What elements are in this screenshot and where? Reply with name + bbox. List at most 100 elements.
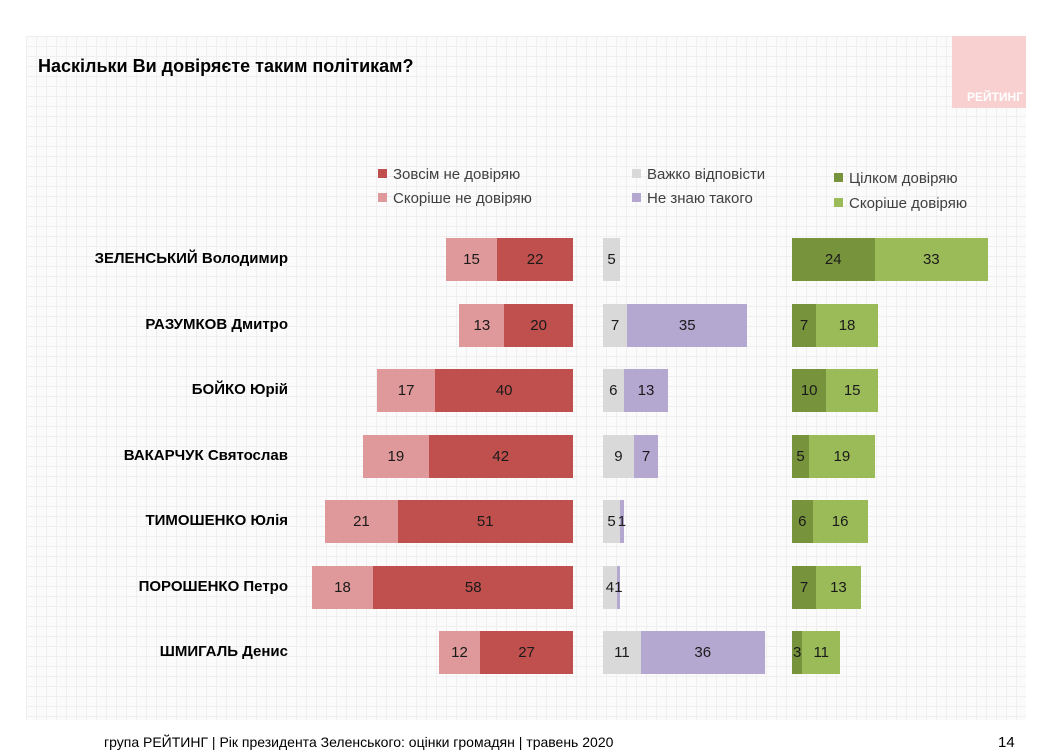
bar-fully: 7 [792, 565, 817, 609]
bar-dont-know: 1 [614, 565, 623, 609]
politician-label: ЗЕЛЕНСЬКИЙ Володимир [94, 250, 288, 267]
bar-value-label: 15 [463, 251, 480, 268]
politician-label: ПОРОШЕНКО Петро [138, 577, 288, 595]
bar-rather: 33 [874, 238, 989, 281]
bar-value-label: 22 [526, 251, 544, 268]
bar-value-label: 7 [610, 316, 620, 334]
legend-label: Важко відповісти [647, 166, 766, 183]
bar-dont-know: 35 [627, 303, 748, 347]
bar-not-at-all: 22 [497, 238, 573, 281]
bar-hard-to-say: 9 [603, 434, 634, 478]
bar-value-label: 5 [607, 251, 616, 268]
bar-value-label: 24 [824, 251, 842, 268]
bar-rather: 11 [802, 631, 841, 674]
bar-fully: 24 [792, 238, 875, 281]
bar-value-label: 15 [843, 382, 861, 399]
bar-value-label: 36 [694, 644, 712, 661]
bar-hard-to-say: 6 [603, 369, 624, 412]
bar-value-label: 5 [796, 447, 805, 465]
page-number: 14 [998, 734, 1015, 751]
rating-logo: РЕЙТИНГ [952, 36, 1026, 108]
politician-label: РАЗУМКОВ Дмитро [145, 315, 288, 333]
bar-rather-not: 13 [459, 303, 505, 347]
bar-not-at-all: 51 [397, 500, 573, 543]
bar-value-label: 51 [476, 513, 494, 530]
footer-text: група РЕЙТИНГ | Рік президента Зеленсько… [104, 734, 614, 750]
politician-label: ТИМОШЕНКО Юлія [145, 512, 288, 529]
bar-value-label: 12 [451, 644, 468, 661]
politician-label: БОЙКО Юрій [191, 381, 288, 398]
bar-value-label: 4 [605, 578, 615, 596]
bar-value-label: 13 [830, 578, 847, 596]
bar-hard-to-say: 11 [603, 631, 641, 674]
bar-value-label: 40 [495, 382, 513, 399]
bar-not-at-all: 27 [480, 631, 573, 674]
legend-item-fully: Цілком довіряю [834, 170, 958, 187]
bar-value-label: 16 [831, 513, 849, 530]
bar-dont-know: 13 [623, 369, 669, 412]
bar-value-label: 20 [530, 316, 547, 334]
bar-value-label: 21 [353, 513, 370, 530]
bar-value-label: 6 [798, 513, 807, 530]
bar-value-label: 10 [800, 382, 818, 399]
bar-value-label: 7 [641, 447, 651, 465]
bar-value-label: 19 [387, 447, 405, 465]
bar-value-label: 18 [838, 316, 856, 334]
legend-item-dont-know: Не знаю такого [632, 190, 753, 207]
bar-not-at-all: 42 [428, 434, 573, 478]
bar-rather-not: 17 [376, 369, 436, 412]
bar-value-label: 11 [614, 644, 630, 661]
bar-fully: 3 [792, 631, 803, 674]
bar-value-label: 33 [922, 251, 940, 268]
legend-swatch [378, 193, 387, 202]
bar-value-label: 17 [397, 382, 415, 399]
logo-text: РЕЙТИНГ [966, 90, 1023, 104]
legend-label: Скоріше довіряю [849, 195, 968, 212]
bar-rather: 13 [816, 565, 861, 609]
legend-item-rather: Скоріше довіряю [834, 195, 967, 212]
bar-rather-not: 18 [311, 565, 374, 609]
legend-item-not-at-all: Зовсім не довіряю [378, 166, 520, 183]
bar-hard-to-say: 7 [603, 303, 628, 347]
bar-not-at-all: 40 [435, 369, 573, 412]
legend-label: Не знаю такого [647, 190, 753, 207]
bar-rather: 16 [812, 500, 868, 543]
bar-value-label: 1 [614, 578, 623, 596]
bar-rather: 19 [809, 434, 875, 478]
bar-rather: 18 [816, 303, 878, 347]
legend-item-hard-to-say: Важко відповісти [632, 166, 765, 183]
legend-swatch [632, 193, 641, 202]
bar-rather-not: 19 [363, 434, 429, 478]
politician-label: ВАКАРЧУК Святослав [123, 446, 288, 464]
bar-value-label: 18 [334, 578, 351, 596]
bar-value-label: 1 [617, 513, 627, 530]
bar-rather: 15 [826, 369, 878, 412]
politician-label: ШМИГАЛЬ Денис [159, 643, 288, 660]
legend-label: Скоріше не довіряю [393, 190, 532, 207]
bar-hard-to-say: 5 [603, 500, 621, 543]
bar-value-label: 6 [609, 382, 618, 399]
bar-value-label: 9 [614, 447, 623, 465]
bar-value-label: 7 [799, 316, 809, 334]
bar-rather-not: 15 [445, 238, 498, 281]
bar-value-label: 7 [799, 578, 809, 596]
bar-value-label: 13 [637, 382, 655, 399]
bar-dont-know: 36 [640, 631, 765, 674]
bar-fully: 5 [792, 434, 810, 478]
bar-value-label: 3 [792, 644, 802, 661]
bar-value-label: 13 [473, 316, 491, 334]
legend-label: Цілком довіряю [849, 170, 958, 187]
bar-fully: 6 [792, 500, 813, 543]
bar-value-label: 35 [678, 316, 696, 334]
bar-not-at-all: 20 [504, 303, 573, 347]
legend-swatch [632, 169, 641, 178]
bar-rather-not: 21 [325, 500, 398, 543]
bar-value-label: 27 [518, 644, 535, 661]
legend-label: Зовсім не довіряю [393, 166, 521, 183]
bar-dont-know: 1 [617, 500, 627, 543]
bar-value-label: 5 [607, 513, 616, 530]
bar-fully: 10 [792, 369, 827, 412]
bar-value-label: 58 [464, 578, 482, 596]
bar-dont-know: 7 [633, 434, 659, 478]
legend-item-rather-not: Скоріше не довіряю [378, 190, 532, 207]
